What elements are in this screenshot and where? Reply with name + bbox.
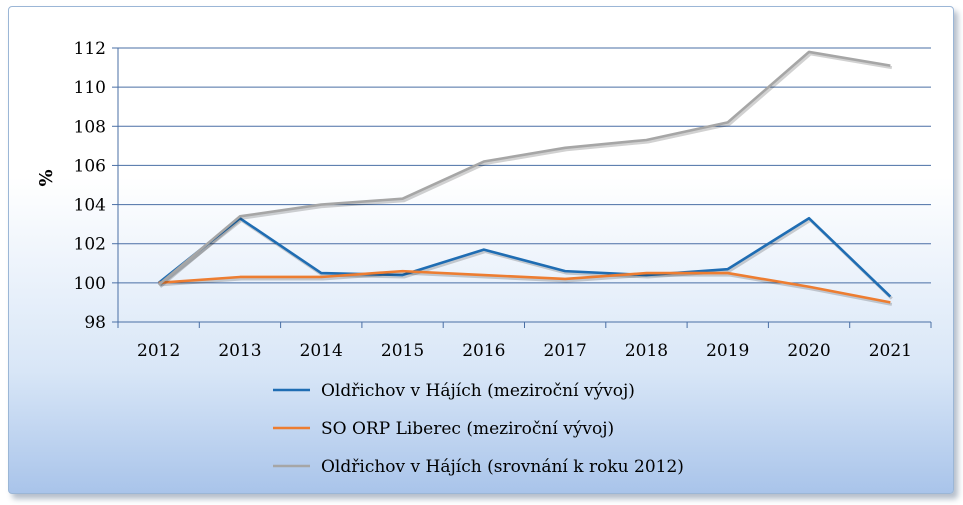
x-tick-label: 2020	[787, 341, 830, 361]
x-tick-label: 2017	[544, 341, 587, 361]
y-axis-title: %	[36, 169, 57, 186]
series-lines	[157, 50, 893, 306]
x-tick-label: 2015	[381, 341, 424, 361]
y-tick-label: 106	[74, 156, 106, 176]
legend: Oldřichov v Hájích (meziroční vývoj) SO O…	[273, 381, 684, 477]
series-line-1	[157, 216, 892, 298]
y-tick-label: 98	[84, 313, 106, 333]
gridlines	[118, 47, 931, 284]
legend-label-1: Oldřichov v Hájích (meziroční vývoj)	[321, 381, 635, 401]
series-shadow	[160, 271, 893, 306]
x-tick-label: 2014	[300, 341, 343, 361]
y-tick-label: 112	[74, 39, 106, 59]
x-tick-label: 2016	[462, 341, 505, 361]
series-line-3	[157, 50, 891, 286]
y-tick-label: 102	[74, 235, 106, 255]
series-shadow	[159, 52, 893, 288]
x-tick-label: 2012	[137, 341, 180, 361]
legend-label-2: SO ORP Liberec (meziroční vývoj)	[321, 419, 614, 439]
y-tick-label: 110	[74, 78, 106, 98]
x-tick-label: 2013	[218, 341, 261, 361]
legend-label-3: Oldřichov v Hájích (srovnání k roku 2012…	[321, 457, 684, 477]
axes: 98 100 102 104 106 108 110 112 2012 2013 2014 2015 2…	[74, 39, 932, 361]
y-tick-label: 108	[74, 117, 106, 137]
x-tick-label: 2019	[706, 341, 749, 361]
x-tick-label: 2021	[869, 341, 912, 361]
y-tick-label: 104	[74, 196, 106, 216]
y-tick-label: 100	[74, 274, 106, 294]
series-line-2	[158, 269, 891, 304]
x-tick-label: 2018	[625, 341, 668, 361]
